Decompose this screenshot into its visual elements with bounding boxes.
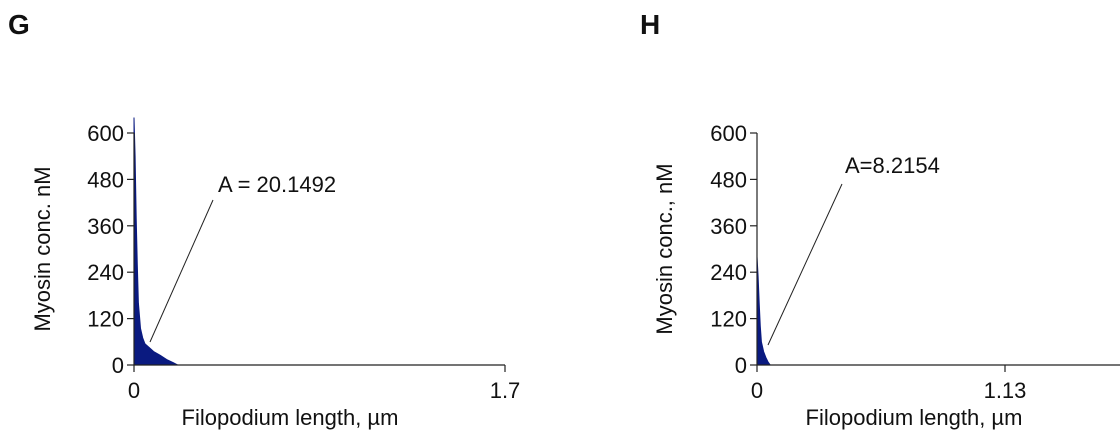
annotation-leader [767,183,843,346]
x-tick-label: 0 [128,378,140,403]
x-axis-title: Filopodium length, µm [182,405,399,430]
y-tick-label: 360 [710,214,747,239]
y-tick-label: 240 [710,260,747,285]
area-series [756,256,772,366]
y-axis-title: Myosin conc., nM [652,163,677,334]
panel-label: G [8,9,30,40]
y-axis-title: Myosin conc. nM [30,166,55,331]
y-tick-label: 240 [87,260,124,285]
panel-g: G 0 120 240 360 480 600 0 1.7 Filopodium length, … [8,9,520,430]
area-series [133,117,178,366]
x-tick-label: 1.7 [490,378,521,403]
y-tick-label: 480 [87,167,124,192]
y-tick-label: 120 [87,307,124,332]
x-axis-title: Filopodium length, µm [806,405,1023,430]
y-tick-label: 120 [710,307,747,332]
annotation-text: A = 20.1492 [218,172,336,197]
y-tick-label: 0 [735,353,747,378]
y-tick-label: 0 [112,353,124,378]
y-tick-label: 480 [710,167,747,192]
y-tick-label: 360 [87,214,124,239]
annotation-text: A=8.2154 [845,153,940,178]
y-tick-label: 600 [710,121,747,146]
y-tick-label: 600 [87,121,124,146]
x-tick-label: 1.13 [984,378,1027,403]
panel-label: H [640,9,660,40]
x-tick-label: 0 [751,378,763,403]
annotation-leader [149,199,214,343]
